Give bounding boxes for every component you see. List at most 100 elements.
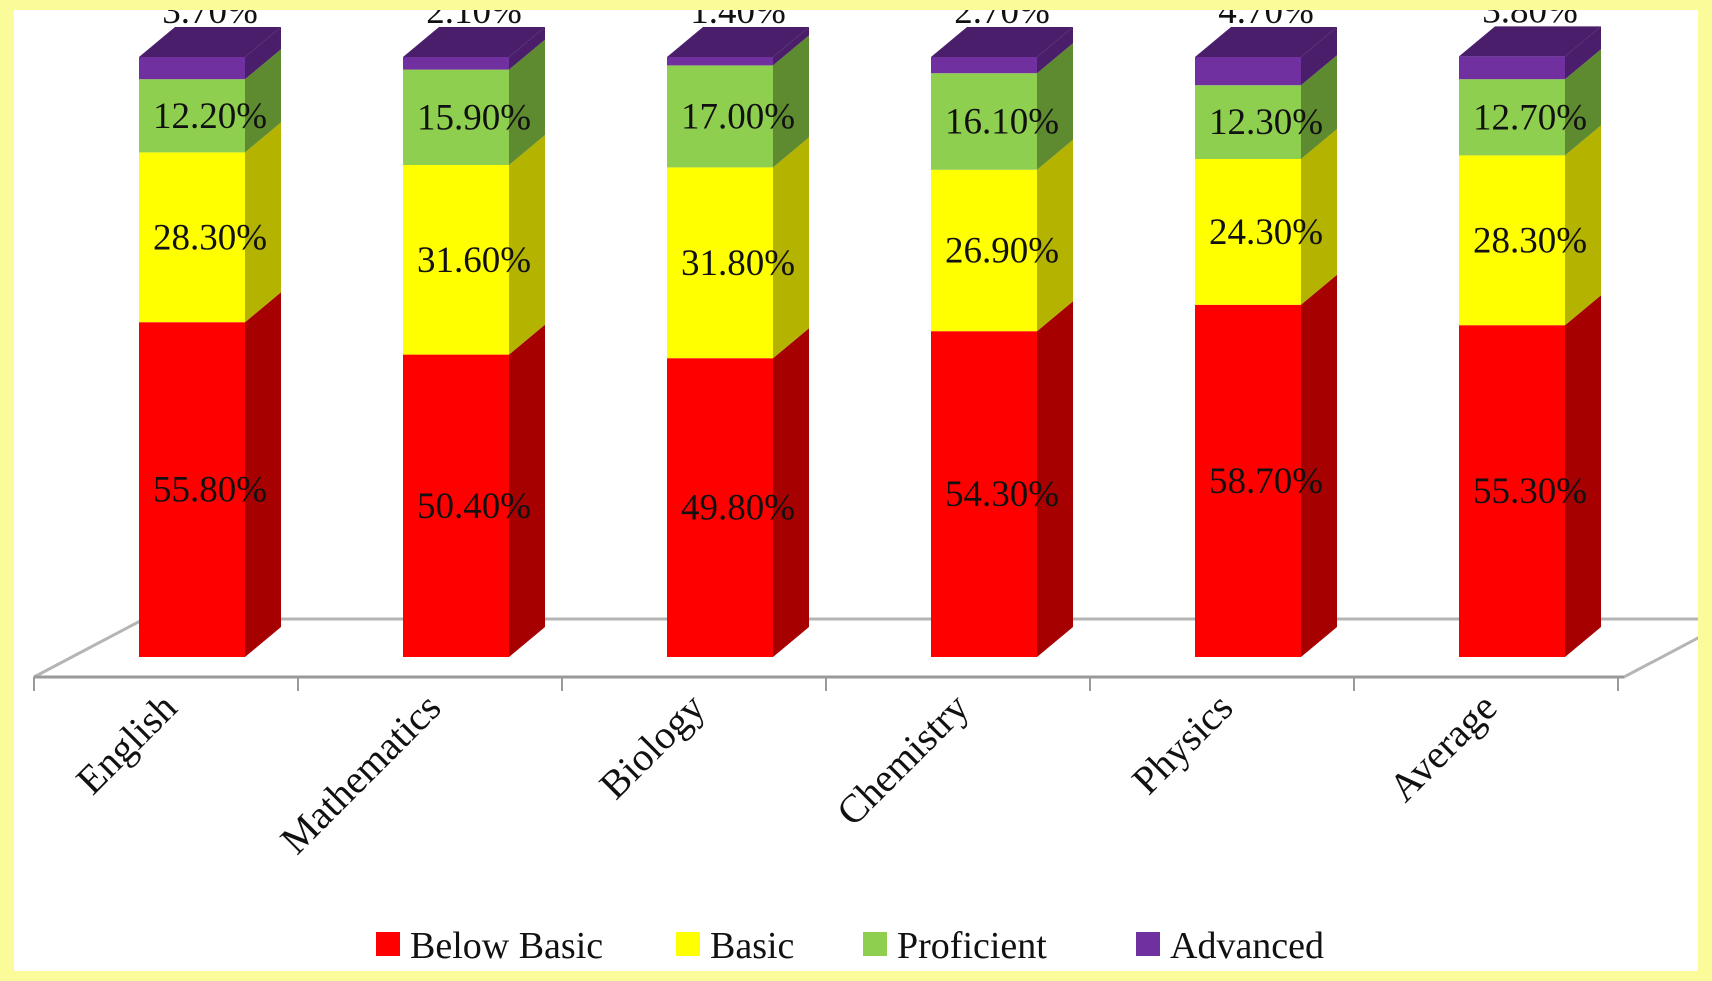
data-label-physics-basic: 24.30%	[1209, 212, 1323, 253]
data-labels-group: 55.80% 28.30% 12.20% 3.70% 50.40% 31.60% 15.90…	[153, 10, 1587, 529]
bar-chemistry-advanced	[931, 57, 1037, 74]
x-tick-label-english: English	[67, 685, 185, 803]
data-label-chemistry-advanced: 2.70%	[954, 10, 1050, 32]
bar-biology-advanced-side	[773, 27, 809, 66]
bar-chemistry-below-basic	[931, 331, 1037, 657]
bar-stack-mathematics	[403, 27, 545, 657]
bar-biology-advanced-top	[667, 27, 809, 57]
data-label-biology-basic: 31.80%	[681, 243, 795, 284]
bars-group	[139, 26, 1601, 657]
bar-chemistry-advanced-side	[1037, 27, 1073, 74]
chart-frame: 55.80% 28.30% 12.20% 3.70% 50.40% 31.60% 15.90…	[14, 10, 1698, 971]
data-label-average-below-basic: 55.30%	[1473, 471, 1587, 512]
bar-english-basic	[139, 152, 245, 323]
x-tick-label-average: Average	[1380, 685, 1506, 811]
bar-english-proficient-side	[245, 49, 281, 153]
bar-biology-basic-side	[773, 137, 809, 359]
bar-english-advanced-side	[245, 27, 281, 80]
data-label-average-proficient: 12.70%	[1473, 97, 1587, 138]
bar-chemistry-basic-side	[1037, 139, 1073, 332]
bar-mathematics-below-basic	[403, 354, 509, 657]
legend-label-below-basic: Below Basic	[410, 925, 603, 967]
data-label-english-basic: 28.30%	[153, 217, 267, 258]
data-label-mathematics-advanced: 2.10%	[426, 10, 522, 32]
bar-chemistry-advanced-top	[931, 27, 1073, 57]
bar-biology-advanced	[667, 57, 773, 66]
data-label-biology-proficient: 17.00%	[681, 96, 795, 137]
bar-biology-proficient-side	[773, 35, 809, 168]
legend-label-basic: Basic	[710, 925, 794, 967]
x-tick-label-physics: Physics	[1123, 685, 1241, 803]
data-label-average-basic: 28.30%	[1473, 220, 1587, 261]
bar-chemistry-proficient	[931, 73, 1037, 170]
floor-plane	[33, 617, 1698, 679]
bar-physics-proficient	[1195, 85, 1301, 159]
legend: Below Basic Basic Proficient Advanced	[376, 925, 1324, 967]
bar-average-advanced-top	[1459, 26, 1601, 57]
x-tick-label-biology: Biology	[590, 685, 713, 808]
data-label-biology-below-basic: 49.80%	[681, 488, 795, 529]
bar-physics-below-basic-side	[1301, 274, 1337, 657]
data-label-english-below-basic: 55.80%	[153, 470, 267, 511]
legend-label-proficient: Proficient	[897, 925, 1047, 967]
bar-average-below-basic	[1459, 325, 1565, 657]
legend-label-advanced: Advanced	[1170, 925, 1324, 967]
x-tick-label-chemistry: Chemistry	[828, 685, 978, 835]
legend-swatch-advanced	[1136, 932, 1160, 956]
data-label-english-proficient: 12.20%	[153, 96, 267, 137]
legend-swatch-below-basic	[376, 932, 400, 956]
data-label-chemistry-basic: 26.90%	[945, 231, 1059, 272]
bar-mathematics-basic	[403, 165, 509, 355]
bar-mathematics-basic-side	[509, 135, 545, 355]
data-label-physics-below-basic: 58.70%	[1209, 461, 1323, 502]
bar-physics-advanced-side	[1301, 27, 1337, 86]
data-label-chemistry-proficient: 16.10%	[945, 102, 1059, 143]
bar-biology-basic	[667, 167, 773, 359]
bar-biology-below-basic	[667, 358, 773, 657]
bar-english-advanced	[139, 57, 245, 80]
x-axis: English Mathematics Biology Chemistry Physic…	[33, 675, 1624, 862]
bar-stack-english	[139, 27, 281, 657]
bar-chemistry-below-basic-side	[1037, 301, 1073, 657]
bar-mathematics-advanced-top	[403, 27, 545, 57]
bar-average-basic	[1459, 155, 1565, 326]
data-label-chemistry-below-basic: 54.30%	[945, 474, 1059, 515]
bar-english-basic-side	[245, 122, 281, 323]
bar-average-basic-side	[1565, 125, 1601, 326]
bar-mathematics-proficient	[403, 69, 509, 165]
bar-mathematics-proficient-side	[509, 39, 545, 165]
bar-english-below-basic	[139, 322, 245, 657]
bar-physics-below-basic	[1195, 304, 1301, 657]
data-label-average-advanced: 3.80%	[1482, 10, 1578, 31]
bar-stack-chemistry	[931, 27, 1073, 657]
bar-biology-proficient	[667, 65, 773, 168]
bar-physics-advanced-top	[1195, 27, 1337, 57]
bar-english-advanced-top	[139, 27, 281, 57]
bar-physics-basic-side	[1301, 129, 1337, 305]
data-label-physics-proficient: 12.30%	[1209, 102, 1323, 143]
bar-average-advanced	[1459, 56, 1565, 80]
stacked-bar-chart: 55.80% 28.30% 12.20% 3.70% 50.40% 31.60% 15.90…	[33, 10, 1698, 967]
bar-stack-average	[1459, 26, 1601, 657]
data-label-physics-advanced: 4.70%	[1218, 10, 1314, 32]
bar-stack-physics	[1195, 27, 1337, 657]
data-label-english-advanced: 3.70%	[162, 10, 258, 32]
bar-physics-advanced	[1195, 57, 1301, 86]
bar-physics-proficient-side	[1301, 55, 1337, 160]
bar-physics-basic	[1195, 159, 1301, 305]
data-label-mathematics-proficient: 15.90%	[417, 97, 531, 138]
data-label-biology-advanced: 1.40%	[690, 10, 786, 32]
bar-biology-below-basic-side	[773, 328, 809, 657]
bar-chemistry-basic	[931, 169, 1037, 332]
bar-stack-biology	[667, 27, 809, 657]
data-label-mathematics-basic: 31.60%	[417, 240, 531, 281]
bar-average-proficient-side	[1565, 49, 1601, 156]
bar-mathematics-below-basic-side	[509, 324, 545, 657]
bar-mathematics-advanced	[403, 57, 509, 70]
bar-mathematics-advanced-side	[509, 27, 545, 70]
bar-average-proficient	[1459, 79, 1565, 156]
data-label-mathematics-below-basic: 50.40%	[417, 486, 531, 527]
bar-english-below-basic-side	[245, 292, 281, 657]
bar-average-below-basic-side	[1565, 295, 1601, 657]
bar-chemistry-proficient-side	[1037, 43, 1073, 170]
